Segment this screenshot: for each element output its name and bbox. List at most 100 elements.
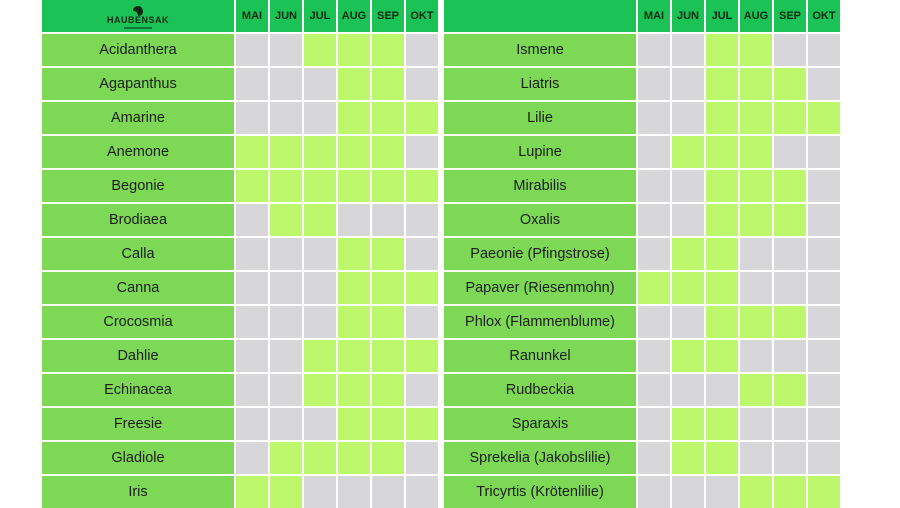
empty-cell — [672, 68, 704, 100]
empty-cell — [774, 136, 806, 168]
month-header-mai: MAI — [638, 0, 670, 32]
empty-cell — [740, 340, 772, 372]
plant-row: Calla — [42, 238, 438, 270]
empty-cell — [236, 34, 268, 66]
empty-cell — [672, 306, 704, 338]
empty-cell — [774, 272, 806, 304]
bloom-cell — [774, 374, 806, 406]
bloom-cell — [706, 272, 738, 304]
plant-row: Lupine — [444, 136, 840, 168]
plant-row: Sprekelia (Jakobslilie) — [444, 442, 840, 474]
empty-cell — [270, 68, 302, 100]
brand-name: HAUBENSAK — [106, 14, 169, 25]
empty-cell — [406, 476, 438, 508]
plant-row: Tricyrtis (Krötenlilie) — [444, 476, 840, 508]
plant-name: Oxalis — [444, 204, 636, 236]
bloom-cell — [372, 306, 404, 338]
bloom-cell — [270, 476, 302, 508]
empty-cell — [236, 408, 268, 440]
bloom-cell — [672, 442, 704, 474]
plant-row: Ranunkel — [444, 340, 840, 372]
plant-name: Iris — [42, 476, 234, 508]
plant-row: Papaver (Riesenmohn) — [444, 272, 840, 304]
empty-cell — [372, 476, 404, 508]
bloom-cell — [740, 170, 772, 202]
empty-cell — [808, 238, 840, 270]
bloom-cell — [774, 476, 806, 508]
bloom-cell — [740, 306, 772, 338]
plant-row: Acidanthera — [42, 34, 438, 66]
empty-cell — [638, 408, 670, 440]
empty-cell — [638, 34, 670, 66]
header-row: MAI JUN JUL AUG SEP OKT — [444, 0, 840, 32]
empty-cell — [338, 204, 370, 236]
plant-row: Crocosmia — [42, 306, 438, 338]
leaf-icon — [132, 4, 144, 16]
empty-cell — [304, 306, 336, 338]
month-header-mai: MAI — [236, 0, 268, 32]
plant-name: Crocosmia — [42, 306, 234, 338]
bloom-cell — [372, 68, 404, 100]
empty-cell — [808, 306, 840, 338]
empty-cell — [236, 340, 268, 372]
bloom-cell — [304, 136, 336, 168]
empty-cell — [808, 204, 840, 236]
plant-row: Anemone — [42, 136, 438, 168]
month-header-aug: AUG — [740, 0, 772, 32]
bloom-cell — [638, 272, 670, 304]
plant-name: Rudbeckia — [444, 374, 636, 406]
empty-cell — [236, 442, 268, 474]
plant-row: Brodiaea — [42, 204, 438, 236]
bloom-cell — [706, 34, 738, 66]
bloom-cell — [270, 170, 302, 202]
bloom-cell — [338, 102, 370, 134]
plant-name: Lupine — [444, 136, 636, 168]
bloom-cell — [706, 204, 738, 236]
bloom-cell — [372, 34, 404, 66]
header-row: HAUBENSAK MAI JUN JUL AUG SEP OKT — [42, 0, 438, 32]
empty-cell — [672, 374, 704, 406]
bloom-cell — [304, 170, 336, 202]
bloom-cell — [774, 102, 806, 134]
empty-cell — [638, 340, 670, 372]
empty-cell — [638, 306, 670, 338]
bloom-cell — [706, 170, 738, 202]
plant-name: Ismene — [444, 34, 636, 66]
empty-cell — [808, 68, 840, 100]
bloom-cell — [372, 374, 404, 406]
empty-cell — [236, 272, 268, 304]
bloom-cell — [372, 136, 404, 168]
empty-cell — [406, 34, 438, 66]
bloom-cell — [706, 238, 738, 270]
empty-cell — [638, 442, 670, 474]
empty-cell — [808, 374, 840, 406]
empty-cell — [406, 306, 438, 338]
bloom-cell — [406, 170, 438, 202]
empty-cell — [774, 442, 806, 474]
empty-cell — [372, 204, 404, 236]
plant-row: Liatris — [444, 68, 840, 100]
bloom-cell — [740, 136, 772, 168]
empty-cell — [304, 68, 336, 100]
empty-cell — [236, 102, 268, 134]
bloom-cell — [808, 102, 840, 134]
empty-cell — [672, 170, 704, 202]
bloom-cell — [406, 272, 438, 304]
bloom-cell — [338, 34, 370, 66]
empty-cell — [638, 68, 670, 100]
bloom-cell — [338, 68, 370, 100]
empty-cell — [236, 204, 268, 236]
empty-cell — [774, 340, 806, 372]
bloom-cell — [740, 374, 772, 406]
plant-name: Mirabilis — [444, 170, 636, 202]
plant-name: Lilie — [444, 102, 636, 134]
plant-name: Agapanthus — [42, 68, 234, 100]
bloom-cell — [338, 340, 370, 372]
plant-row: Canna — [42, 272, 438, 304]
bloom-cell — [372, 102, 404, 134]
month-header-okt: OKT — [808, 0, 840, 32]
bloom-cell — [338, 374, 370, 406]
month-header-jul: JUL — [304, 0, 336, 32]
plant-name: Paeonie (Pfingstrose) — [444, 238, 636, 270]
brand-logo: HAUBENSAK — [42, 0, 234, 32]
